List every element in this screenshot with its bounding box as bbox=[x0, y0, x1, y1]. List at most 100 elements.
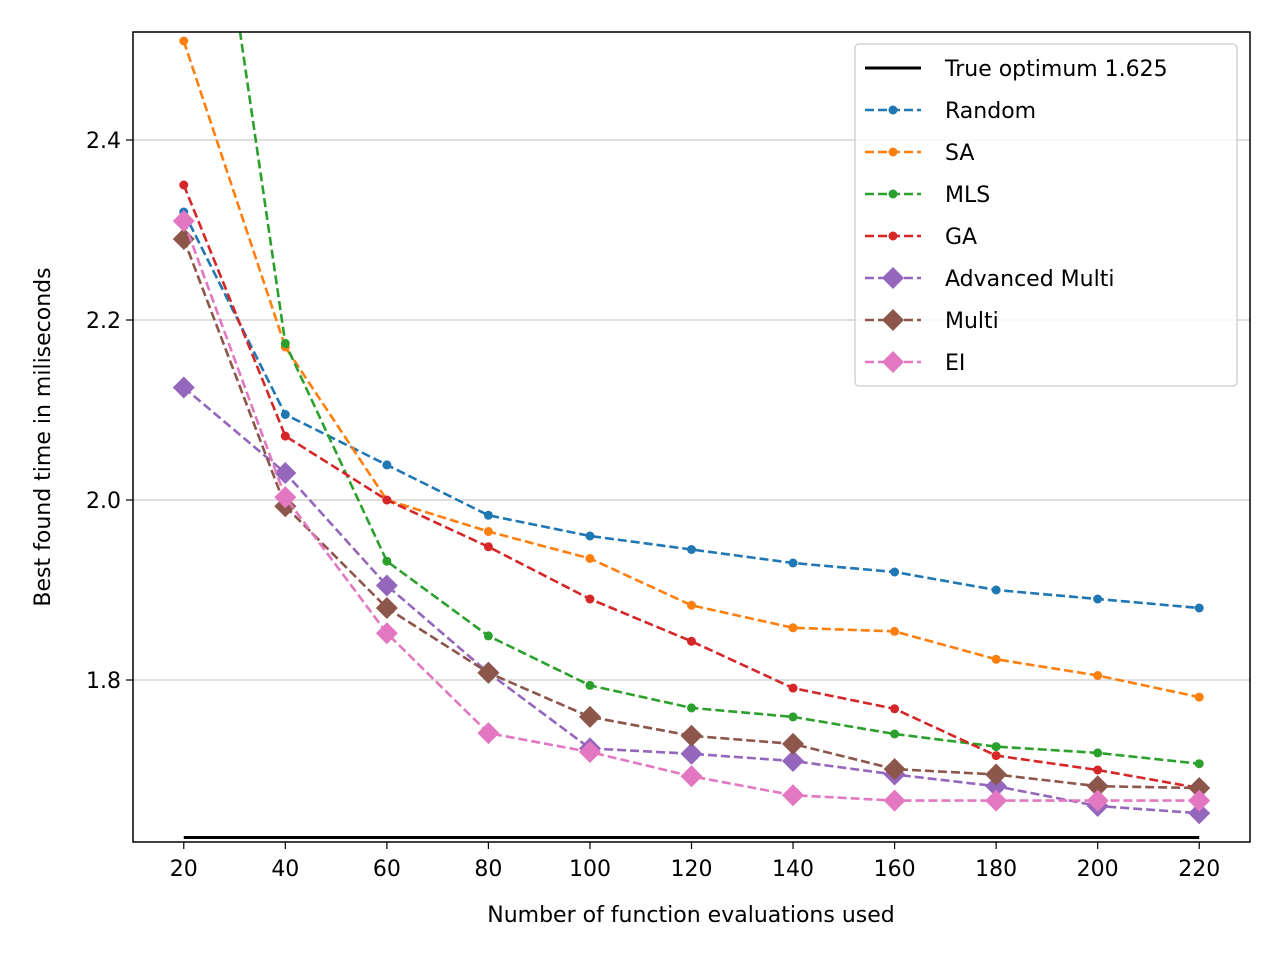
data-point-ga bbox=[1093, 765, 1103, 775]
x-tick-label: 120 bbox=[671, 857, 713, 882]
data-point-advanced-multi bbox=[274, 462, 297, 484]
data-point-advanced-multi bbox=[985, 775, 1008, 798]
x-tick-label: 100 bbox=[569, 857, 611, 882]
data-point-multi bbox=[1188, 777, 1211, 799]
data-point-sa bbox=[483, 527, 493, 536]
legend: True optimum 1.625 Random SA MLS GA Advanced … bbox=[854, 43, 1238, 387]
data-point-mls bbox=[788, 712, 798, 722]
data-point-random bbox=[382, 460, 392, 470]
data-point-mls bbox=[687, 703, 696, 713]
x-tick-label: 220 bbox=[1178, 857, 1220, 882]
x-tick-label: 20 bbox=[170, 857, 198, 882]
data-point-mls bbox=[1194, 759, 1204, 769]
x-tick-label: 40 bbox=[271, 857, 299, 882]
data-point-random bbox=[1093, 594, 1103, 604]
data-point-ei bbox=[680, 765, 703, 788]
legend-label: EI bbox=[945, 351, 965, 376]
data-point-mls bbox=[890, 729, 900, 739]
data-point-ga bbox=[890, 704, 900, 714]
data-point-ga bbox=[280, 431, 290, 441]
legend-label: SA bbox=[945, 141, 974, 166]
data-point-random bbox=[890, 567, 900, 577]
legend-label: MLS bbox=[945, 183, 990, 208]
x-tick-label: 160 bbox=[874, 857, 916, 882]
legend-label: Random bbox=[945, 99, 1036, 124]
data-point-ei bbox=[375, 622, 398, 645]
data-point-ei bbox=[1188, 789, 1211, 812]
data-point-random bbox=[788, 558, 798, 568]
data-point-sa bbox=[1093, 671, 1103, 680]
data-point-advanced-multi bbox=[375, 574, 398, 597]
legend-label: Advanced Multi bbox=[945, 267, 1114, 292]
axis-ticks: 1.8 2.0 2.2 2.4 20 40 60 80 100 120 140 160 180 200 22… bbox=[86, 129, 1220, 882]
x-axis-label: Number of function evaluations used bbox=[487, 903, 895, 928]
data-point-multi bbox=[1086, 775, 1109, 798]
data-point-sa bbox=[1194, 692, 1204, 702]
data-point-mls bbox=[991, 742, 1001, 752]
data-point-multi bbox=[477, 661, 500, 684]
data-point-advanced-multi bbox=[782, 750, 805, 772]
data-point-ei bbox=[477, 722, 500, 745]
data-point-multi bbox=[375, 597, 398, 619]
legend-label: GA bbox=[945, 225, 977, 250]
data-point-multi bbox=[985, 763, 1008, 786]
data-point-mls bbox=[483, 631, 493, 641]
x-tick-label: 60 bbox=[373, 857, 401, 882]
data-point-ga bbox=[179, 180, 189, 190]
x-tick-label: 180 bbox=[975, 857, 1017, 882]
data-point-ei bbox=[985, 789, 1008, 812]
y-tick-label: 2.4 bbox=[86, 129, 121, 154]
data-point-sa bbox=[788, 623, 798, 633]
data-point-random bbox=[991, 585, 1001, 595]
y-tick-label: 2.0 bbox=[86, 489, 121, 514]
data-point-ga bbox=[788, 683, 798, 693]
series-layer bbox=[172, 32, 1211, 839]
data-point-advanced-multi bbox=[680, 742, 703, 765]
data-point-ei bbox=[172, 210, 195, 232]
data-point-sa bbox=[585, 554, 595, 563]
data-point-advanced-multi bbox=[172, 376, 195, 399]
legend-marker bbox=[882, 351, 904, 373]
data-point-multi bbox=[578, 705, 601, 728]
series-line-multi bbox=[182, 238, 1200, 790]
data-point-sa bbox=[687, 600, 696, 610]
data-point-multi bbox=[883, 758, 906, 781]
legend-marker bbox=[888, 231, 898, 241]
data-point-ei bbox=[1086, 789, 1109, 812]
y-tick-label: 2.2 bbox=[86, 309, 121, 334]
y-tick-label: 1.8 bbox=[86, 669, 121, 694]
data-point-random bbox=[483, 510, 493, 520]
data-point-random bbox=[280, 410, 290, 419]
legend-marker bbox=[888, 147, 898, 157]
data-point-mls bbox=[585, 680, 595, 690]
data-point-advanced-multi bbox=[1188, 802, 1211, 825]
data-point-ga bbox=[687, 636, 696, 646]
data-point-ga bbox=[991, 751, 1001, 761]
legend-marker bbox=[882, 267, 904, 289]
data-point-ei bbox=[883, 789, 906, 812]
legend-label: True optimum 1.625 bbox=[944, 57, 1168, 82]
data-point-sa bbox=[179, 36, 189, 46]
legend-marker bbox=[888, 189, 898, 199]
series-line-sa bbox=[182, 40, 1200, 699]
legend-marker bbox=[888, 105, 898, 115]
data-point-mls bbox=[280, 338, 290, 348]
data-point-multi bbox=[782, 732, 805, 755]
data-point-mls bbox=[382, 556, 392, 566]
x-tick-label: 80 bbox=[474, 857, 502, 882]
data-point-ei bbox=[274, 486, 297, 509]
data-point-random bbox=[687, 545, 696, 554]
data-point-ei bbox=[782, 784, 805, 807]
data-point-random bbox=[585, 531, 595, 541]
data-point-ga bbox=[382, 495, 392, 505]
data-point-sa bbox=[890, 626, 900, 636]
data-point-ga bbox=[483, 542, 493, 552]
legend-box bbox=[854, 43, 1238, 387]
legend-marker bbox=[882, 309, 904, 331]
data-point-sa bbox=[991, 654, 1001, 664]
data-point-mls bbox=[1093, 748, 1103, 758]
data-point-ga bbox=[585, 594, 595, 604]
data-point-multi bbox=[680, 724, 703, 747]
legend-label: Multi bbox=[945, 309, 999, 334]
